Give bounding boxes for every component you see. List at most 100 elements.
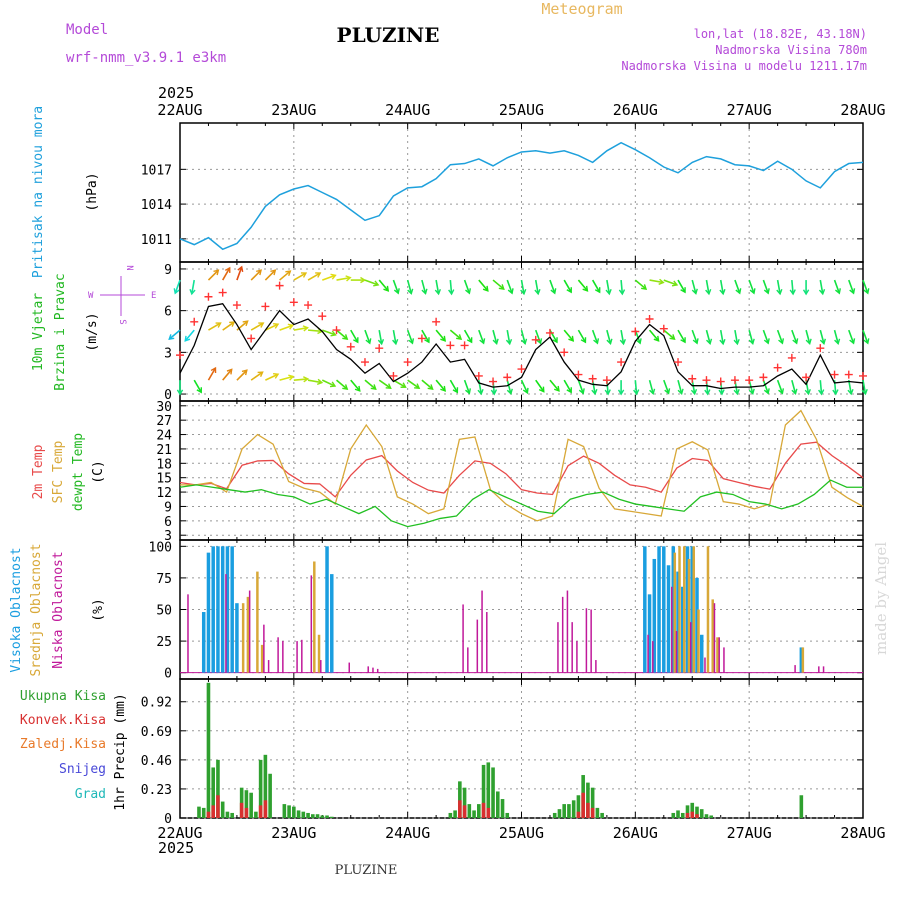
wind-arrow-head xyxy=(566,387,572,394)
wind-direction-arrow xyxy=(563,379,572,393)
wind-gust-marker xyxy=(602,376,611,385)
wind-gust-marker xyxy=(489,377,498,386)
wind-direction-arrow xyxy=(677,329,686,343)
wind-arrow-head xyxy=(522,387,529,395)
wind-arrow-head xyxy=(536,338,543,345)
wind-direction-arrow xyxy=(449,329,462,340)
wind-gust-marker xyxy=(275,281,284,290)
wind-arrow-head xyxy=(329,381,337,388)
footer-station: PLUZINE xyxy=(335,863,398,878)
wind-direction-arrow xyxy=(364,329,371,344)
low-cloud-bar xyxy=(187,594,189,673)
wind-arrow-head xyxy=(273,373,280,379)
total-precip-bar xyxy=(282,804,287,818)
wind-direction-arrow xyxy=(322,329,336,336)
wind-direction-arrow xyxy=(222,321,235,331)
wind-direction-arrow xyxy=(520,279,525,294)
low-cloud-bar xyxy=(595,660,597,673)
wind-direction-arrow xyxy=(435,329,446,342)
wind-gust-marker xyxy=(360,358,369,367)
chart-kind-title: Meteogram xyxy=(541,0,622,18)
pressure-frame xyxy=(179,122,864,263)
wind-direction-arrow xyxy=(435,379,446,392)
wind-ytick-label: 0 xyxy=(164,388,172,403)
wind-arrow-head xyxy=(465,388,472,395)
cloud-ylabel-high: Visoka Oblacnost xyxy=(9,547,24,672)
low-cloud-bar xyxy=(476,619,479,673)
wind-direction-arrow xyxy=(506,329,511,345)
wind-direction-arrow xyxy=(174,279,181,294)
wind-direction-arrow xyxy=(492,329,498,344)
total-precip-bar xyxy=(201,807,206,818)
x-date-label-bottom: 28AUG xyxy=(840,824,885,842)
total-precip-bar xyxy=(296,810,301,818)
pressure-ylabel-name: Pritisak na nivou mora xyxy=(31,106,46,278)
wind-gust-marker xyxy=(787,353,796,362)
wind-gust-marker xyxy=(745,376,754,385)
wind-direction-arrow xyxy=(534,279,539,294)
total-precip-bar xyxy=(263,754,268,818)
wind-direction-arrow xyxy=(663,279,678,286)
wind-gust-marker xyxy=(403,358,412,367)
wind-arrow-head xyxy=(427,384,434,391)
total-precip-bar xyxy=(676,810,680,818)
total-precip-bar xyxy=(690,802,695,818)
wind-ytick-label: 6 xyxy=(164,305,172,320)
wind-arrow-head xyxy=(215,322,222,328)
wind-arrow-head xyxy=(440,335,446,342)
precip-legend-snow: Snijeg xyxy=(59,762,106,777)
total-precip-bar xyxy=(491,767,495,818)
wind-arrow-head xyxy=(690,389,698,396)
low-cloud-bar xyxy=(277,637,279,673)
wind-arrow-head xyxy=(456,334,463,340)
wind-arrow-head xyxy=(594,287,601,294)
high-cloud-bar xyxy=(206,552,211,673)
wind-arrow-head xyxy=(506,388,513,395)
convective-precip-bar xyxy=(206,811,211,818)
wind-direction-arrow xyxy=(336,329,348,340)
wind-arrow-head xyxy=(664,388,671,395)
wind-direction-arrow xyxy=(535,379,545,393)
wind-arrow-head xyxy=(863,288,870,295)
low-cloud-bar xyxy=(647,634,649,673)
x-date-label-bottom: 25AUG xyxy=(499,824,544,842)
cloud-ylabel: Visoka Oblacnost Srednja Oblacnost Niska… xyxy=(9,543,106,676)
wind-direction-arrow xyxy=(819,329,825,344)
high-cloud-bar xyxy=(216,546,220,673)
temp2m-line xyxy=(179,441,864,498)
total-precip-bar xyxy=(458,781,462,818)
wind-arrow-head xyxy=(619,338,626,346)
wind-direction-arrow xyxy=(862,279,869,294)
wind-ytick-label: 9 xyxy=(164,263,172,278)
wind-direction-arrow xyxy=(691,329,698,344)
wind-arrow-head xyxy=(704,389,711,396)
wind-arrow-head xyxy=(552,337,558,344)
wind-direction-arrow xyxy=(748,329,754,344)
watermark: made by Angel xyxy=(872,542,890,655)
wind-arrow-head xyxy=(300,272,308,278)
wind-arrow-head xyxy=(835,288,841,295)
low-cloud-bar xyxy=(248,590,251,673)
wind-arrow-head xyxy=(604,389,611,396)
low-cloud-bar xyxy=(590,609,592,673)
low-cloud-bar xyxy=(671,586,673,673)
wind-direction-arrow xyxy=(449,280,453,295)
wind-gust-marker xyxy=(460,341,469,350)
station-title: PLUZINE xyxy=(337,23,440,47)
wind-direction-arrow xyxy=(250,269,262,281)
low-cloud-bar xyxy=(576,641,578,673)
total-precip-bar xyxy=(481,764,486,818)
wind-gust-marker xyxy=(674,358,683,367)
mid-cloud-bar xyxy=(241,603,245,673)
wind-direction-arrow xyxy=(649,279,664,284)
wind-arrow-head xyxy=(691,288,698,295)
temp-ylabel: 2m Temp SFC Temp dewpt Temp (C) xyxy=(31,433,106,511)
wind-arrow-head xyxy=(649,388,656,395)
wind-arrow-head xyxy=(538,386,545,393)
wind-arrow-head xyxy=(285,270,292,277)
wind-direction-arrow xyxy=(449,379,459,393)
wind-direction-arrow xyxy=(250,322,264,331)
total-precip-bar xyxy=(448,812,453,818)
wind-direction-arrow xyxy=(421,379,434,390)
wind-gust-marker xyxy=(446,341,455,350)
